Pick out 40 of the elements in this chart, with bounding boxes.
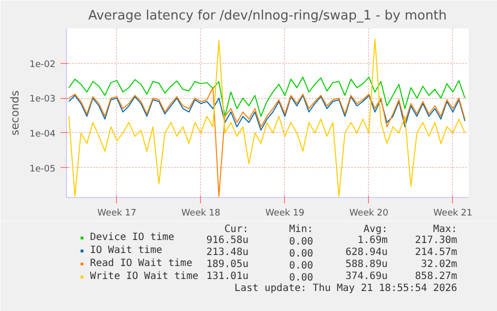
line-series: [68, 94, 466, 131]
legend-label: Device IO time: [90, 232, 174, 243]
x-tick-label: Week 19: [265, 208, 305, 218]
text: 217.30m: [415, 235, 458, 246]
text: 916.58u: [206, 235, 249, 246]
text: 214.57m: [415, 247, 458, 258]
text: 1.69m: [358, 235, 388, 246]
y-tick-label: 1e-03: [30, 94, 56, 105]
text: 32.02m: [421, 259, 458, 270]
text: Min:: [289, 224, 314, 235]
y-tick-label: 1e-02: [30, 60, 56, 70]
text: 628.94u: [345, 247, 388, 258]
x-tick-label: Week 21: [433, 208, 472, 218]
text: 0.00: [289, 272, 314, 284]
y-tick-label: 1e-04: [30, 129, 56, 140]
text: 213.48u: [206, 247, 249, 258]
text: 588.89u: [345, 259, 388, 270]
text: Last update: Thu May 21 18:55:54 2026: [234, 283, 458, 294]
legend-label: Read IO Wait time: [90, 258, 192, 269]
text: 858.27m: [415, 271, 458, 282]
legend-label: Write IO Wait time: [90, 271, 198, 282]
text: 189.05u: [206, 259, 249, 270]
line-series: [68, 38, 466, 197]
text: Avg:: [364, 224, 388, 235]
y-axis-title: seconds: [8, 90, 22, 136]
text: Max:: [433, 224, 458, 235]
x-tick-label: Week 17: [97, 208, 136, 218]
text: 0.00: [289, 260, 314, 272]
text: 0.00: [289, 248, 314, 260]
line-series: [68, 87, 466, 197]
text: 374.69u: [345, 271, 388, 282]
line-series: [68, 76, 466, 117]
x-tick-label: Week 18: [181, 208, 221, 218]
chart-title: Average latency for /dev/nlnog-ring/swap_1 - by month: [88, 8, 447, 24]
legend-label: IO Wait time: [90, 245, 162, 256]
x-tick-label: Week 20: [349, 208, 389, 218]
text: Cur:: [224, 224, 249, 235]
text: 0.00: [289, 236, 314, 248]
y-tick-label: 1e-05: [30, 164, 56, 174]
text: 131.01u: [206, 271, 249, 282]
